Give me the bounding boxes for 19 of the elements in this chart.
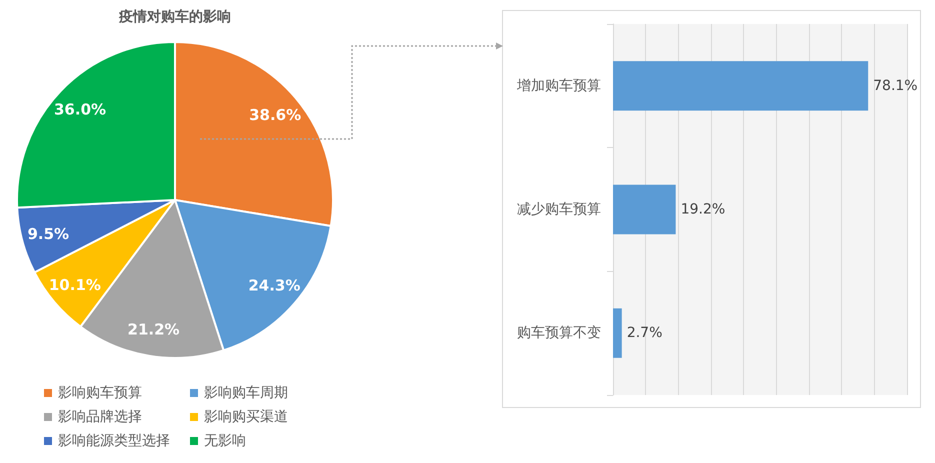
data-label: 19.2% (680, 202, 726, 218)
legend-label: 影响购车预算 (58, 385, 142, 401)
legend-label: 无影响 (204, 433, 246, 449)
legend-label: 影响品牌选择 (58, 409, 142, 425)
data-label: 78.1% (873, 78, 918, 94)
data-label: 9.5% (27, 224, 70, 243)
legend-label: 影响购车周期 (204, 385, 288, 401)
legend-label: 影响能源类型选择 (58, 433, 170, 449)
y-tick-label: 增加购车预算 (516, 78, 601, 94)
data-label: 21.2% (128, 320, 180, 338)
data-label: 2.7% (626, 325, 662, 342)
legend-label: 影响购买渠道 (204, 409, 288, 425)
data-label: 10.1% (48, 276, 101, 294)
data-label: 36.0% (54, 100, 106, 118)
data-label: 38.6% (249, 106, 302, 124)
data-label: 24.3% (248, 276, 300, 295)
y-tick-label: 购车预算不变 (517, 325, 601, 342)
y-tick-label: 减少购车预算 (517, 202, 601, 218)
chart-title: 疫情对购车的影响 (118, 8, 231, 25)
